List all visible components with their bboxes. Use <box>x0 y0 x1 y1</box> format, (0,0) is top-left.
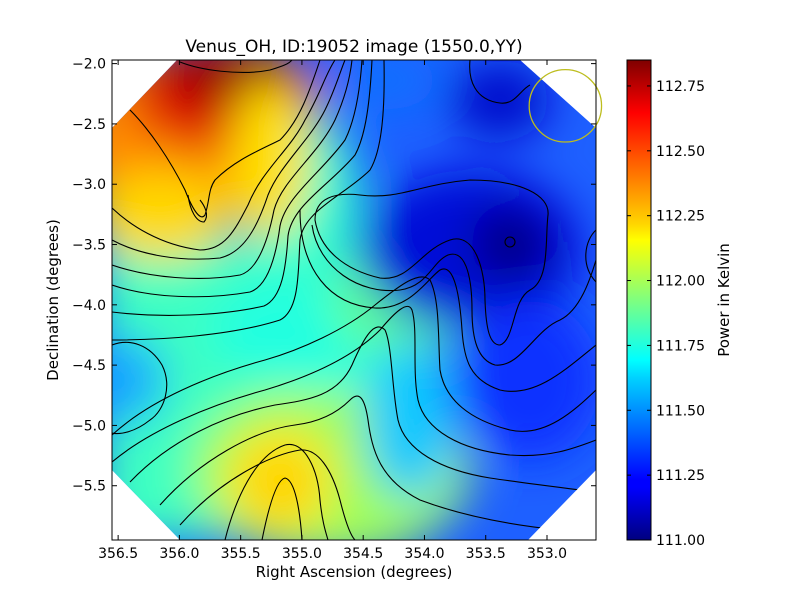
x-tick-label: 356.5 <box>98 546 138 562</box>
colorbar-tick-label: 111.75 <box>656 338 705 354</box>
colorbar-tick-label: 112.25 <box>656 209 705 225</box>
contour-line <box>504 236 516 248</box>
contour-line <box>261 477 303 540</box>
contour-line <box>299 209 596 392</box>
y-tick-label: −5.5 <box>72 479 106 495</box>
y-tick-label: −4.0 <box>72 298 106 314</box>
contour-line <box>179 449 356 540</box>
colorbar-tick-label: 111.00 <box>656 533 705 549</box>
y-tick-label: −3.5 <box>72 238 106 254</box>
y-tick-label: −4.5 <box>72 358 106 374</box>
chart-title: Venus_OH, ID:19052 image (1550.0,YY) <box>185 37 522 57</box>
y-axis-ticks: −2.0 −2.5 −3.0 −3.5 −4.0 −4.5 −5.0 −5.5 <box>72 57 596 495</box>
contour-line <box>179 60 293 73</box>
colorbar-tick-label: 111.25 <box>656 468 705 484</box>
contour-line <box>112 341 168 435</box>
y-tick-label: −3.0 <box>72 177 106 193</box>
contour-lines <box>112 60 596 540</box>
colorbar-tick-label: 111.50 <box>656 403 705 419</box>
contour-line <box>311 224 596 366</box>
contour-line <box>112 60 336 251</box>
y-axis-label: Declination (degrees) <box>44 219 62 381</box>
beam-circle <box>528 68 603 143</box>
contour-line <box>314 179 549 346</box>
x-tick-label: 355.0 <box>282 546 322 562</box>
contour-line <box>112 276 596 436</box>
y-tick-label: −2.5 <box>72 117 106 133</box>
x-axis-ticks: 356.5 356.0 355.5 355.0 354.5 354.0 353.5 353.0 <box>98 60 567 562</box>
contour-line <box>112 60 346 260</box>
contour-line <box>159 395 561 531</box>
y-tick-label: −5.0 <box>72 418 106 434</box>
contour-line <box>112 60 385 341</box>
contour-line <box>187 194 208 223</box>
colorbar-ticks: 111.00 111.25 111.50 111.75 112.00 112.25 112.… <box>627 79 705 549</box>
contour-line <box>129 60 321 218</box>
x-tick-label: 354.5 <box>343 546 383 562</box>
plot-frame <box>111 59 597 541</box>
colorbar <box>626 59 652 541</box>
colorbar-tick-label: 112.00 <box>656 274 705 290</box>
contour-line <box>469 60 531 104</box>
contour-line <box>585 229 596 283</box>
contour-line <box>112 60 363 298</box>
colorbar-label: Power in Kelvin <box>715 243 733 357</box>
y-tick-label: −2.0 <box>72 57 106 73</box>
colorbar-tick-label: 112.50 <box>656 144 705 160</box>
x-tick-label: 356.0 <box>159 546 199 562</box>
colorbar-tick-label: 112.75 <box>656 79 705 95</box>
x-tick-label: 355.5 <box>221 546 261 562</box>
x-tick-label: 354.0 <box>404 546 444 562</box>
contour-line <box>112 305 596 463</box>
contour-line <box>224 443 329 540</box>
x-axis-label: Right Ascension (degrees) <box>256 563 453 581</box>
contour-line <box>112 60 353 279</box>
contour-line <box>129 326 596 493</box>
x-tick-label: 353.0 <box>527 546 567 562</box>
x-tick-label: 353.5 <box>466 546 506 562</box>
contour-line <box>112 60 373 316</box>
